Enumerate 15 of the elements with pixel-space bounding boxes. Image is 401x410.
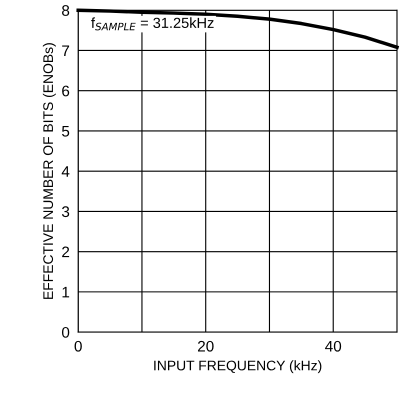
y-tick-label: 5 <box>62 126 70 137</box>
annotation: f$_{SAMPLE}$ = 31.25kHz <box>91 17 214 30</box>
y-tick-label: 8 <box>62 5 70 16</box>
x-axis-title: INPUT FREQUENCY (kHz) <box>154 360 322 374</box>
y-tick-label: 1 <box>62 286 70 298</box>
y-tick-label: 3 <box>62 206 70 218</box>
x-tick-label: 20 <box>198 340 214 352</box>
y-tick-label: 6 <box>62 86 70 96</box>
y-tick-label: 2 <box>62 246 70 258</box>
y-axis-title: EFFECTIVE NUMBER OF BITS (ENOBs) <box>42 43 56 299</box>
y-tick-label: 4 <box>62 166 70 177</box>
y-tick-label: 7 <box>62 46 70 56</box>
y-tick-label: 0 <box>62 326 70 338</box>
x-tick-label: 0 <box>74 340 82 352</box>
x-tick-label: 40 <box>325 340 342 352</box>
